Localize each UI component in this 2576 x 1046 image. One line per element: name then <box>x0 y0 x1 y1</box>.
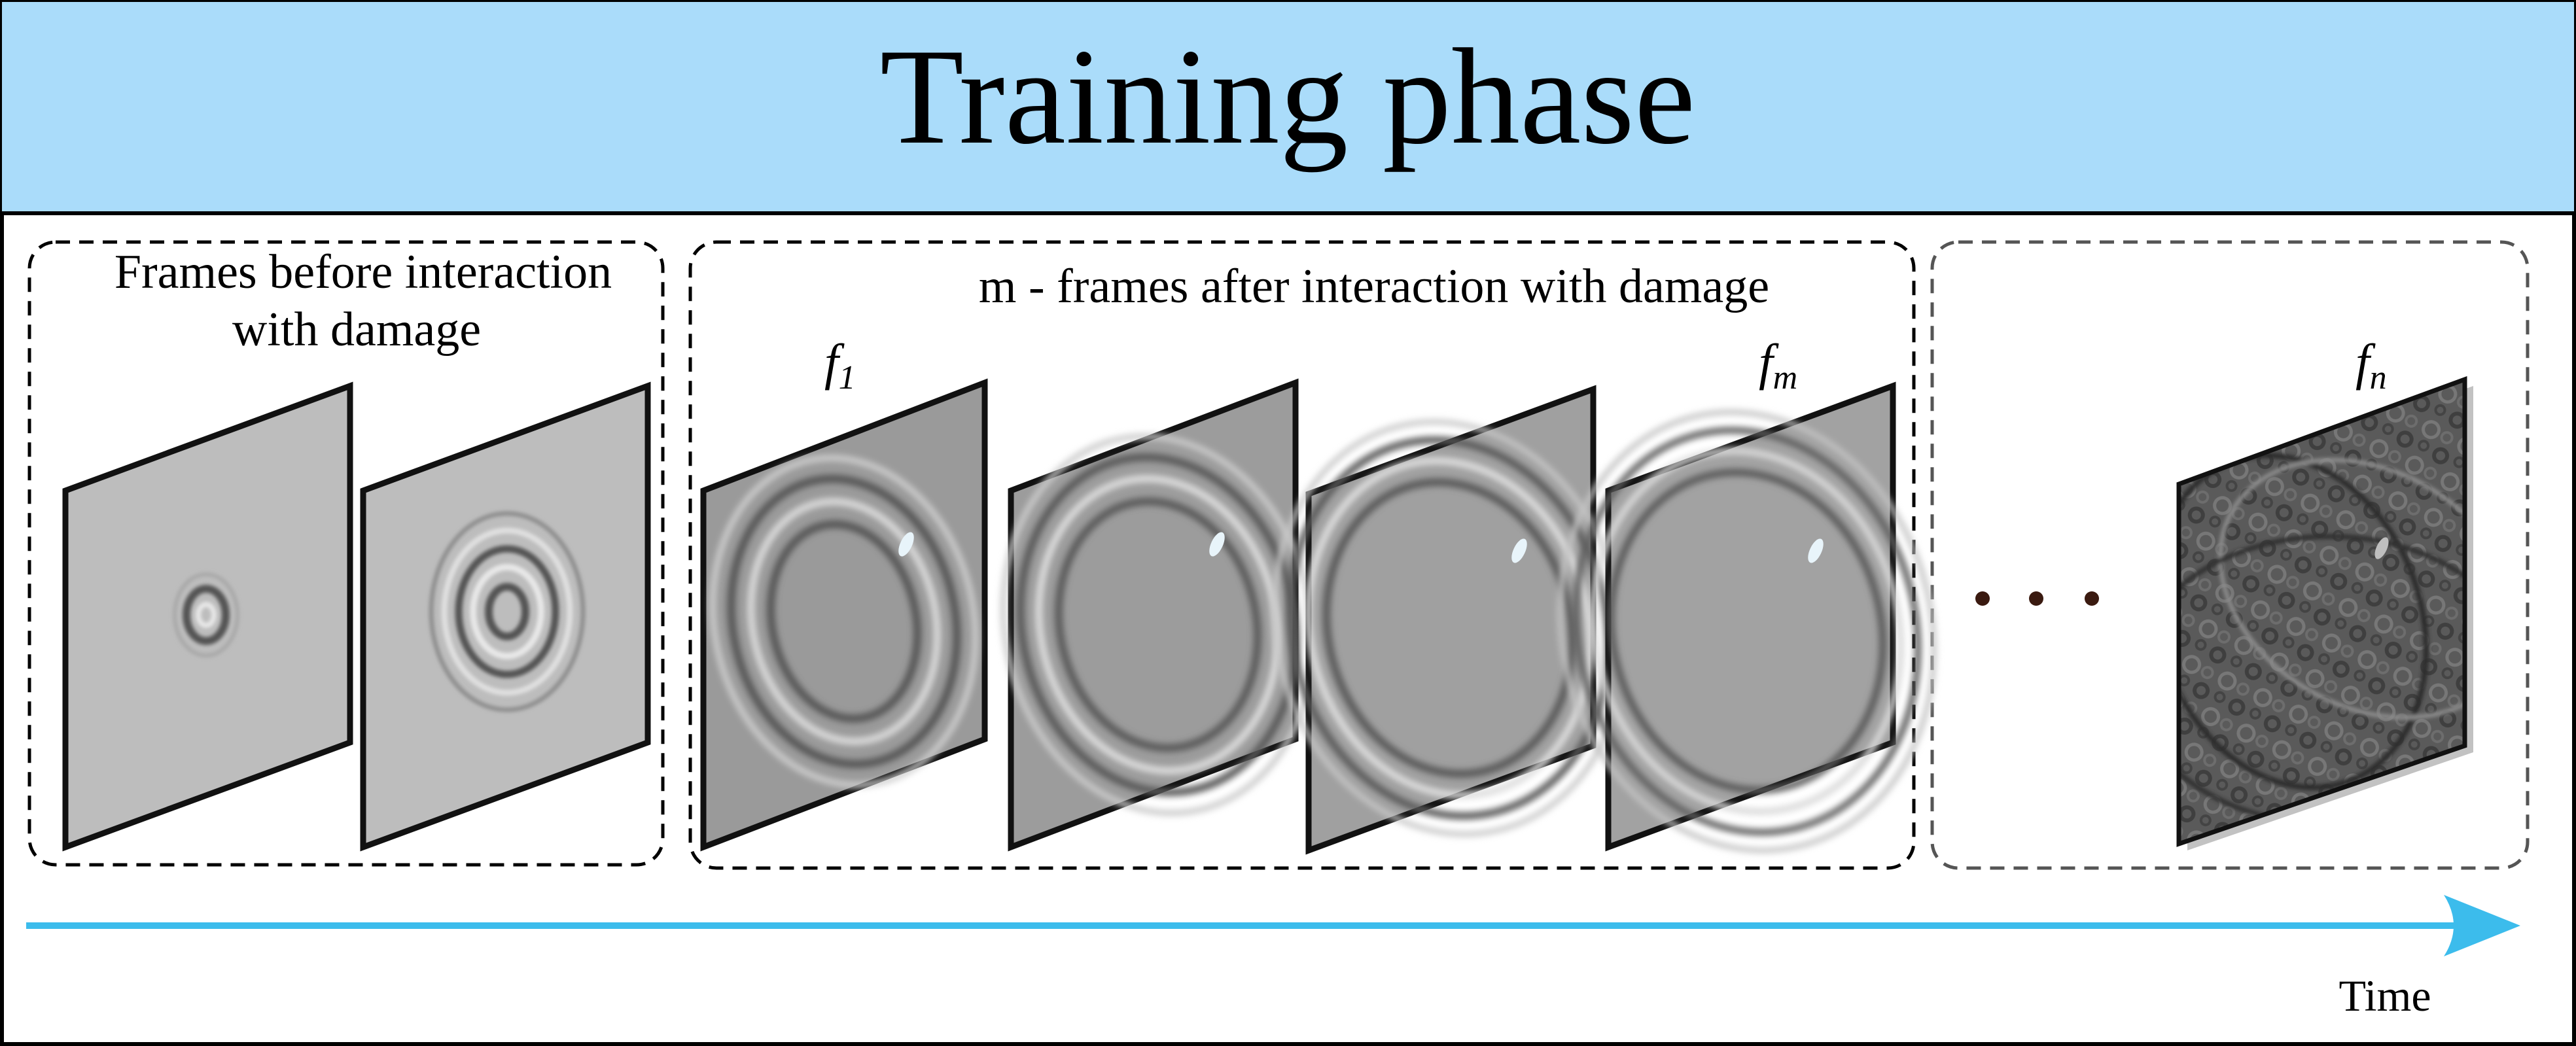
frame-before-2 <box>360 381 651 852</box>
time-axis-label: Time <box>2338 971 2431 1020</box>
group-label-after: m - frames after interaction with damage <box>979 260 1769 313</box>
time-arrow <box>26 895 2520 956</box>
frame-label-fm: fm <box>1759 334 1797 396</box>
frame-fm <box>1557 381 1937 853</box>
ellipsis-dot-3 <box>2085 591 2099 606</box>
frame-after-2 <box>1000 378 1316 852</box>
ellipsis-dot-2 <box>2029 591 2043 606</box>
header-band <box>2 2 2574 213</box>
page-title: Training phase <box>880 21 1695 173</box>
group-box-after <box>688 240 1916 870</box>
group-box-later <box>1930 240 2530 870</box>
group-label-before-line2: with damage <box>232 303 481 357</box>
frame-fn <box>2176 375 2473 850</box>
group-box-before <box>27 240 665 867</box>
group-label-before-line1: Frames before interaction <box>115 245 612 299</box>
frame-before-1 <box>62 381 353 852</box>
frame-f1 <box>700 378 988 852</box>
frame-after-3 <box>1271 385 1627 855</box>
ellipsis-dot-1 <box>1975 591 1990 606</box>
